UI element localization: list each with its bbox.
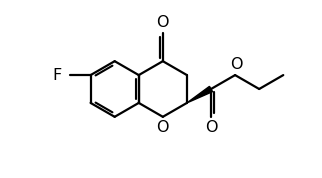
Text: O: O	[205, 120, 217, 135]
Text: F: F	[52, 68, 62, 83]
Text: O: O	[156, 120, 169, 135]
Polygon shape	[187, 86, 213, 103]
Text: O: O	[156, 15, 169, 30]
Text: O: O	[230, 57, 243, 72]
